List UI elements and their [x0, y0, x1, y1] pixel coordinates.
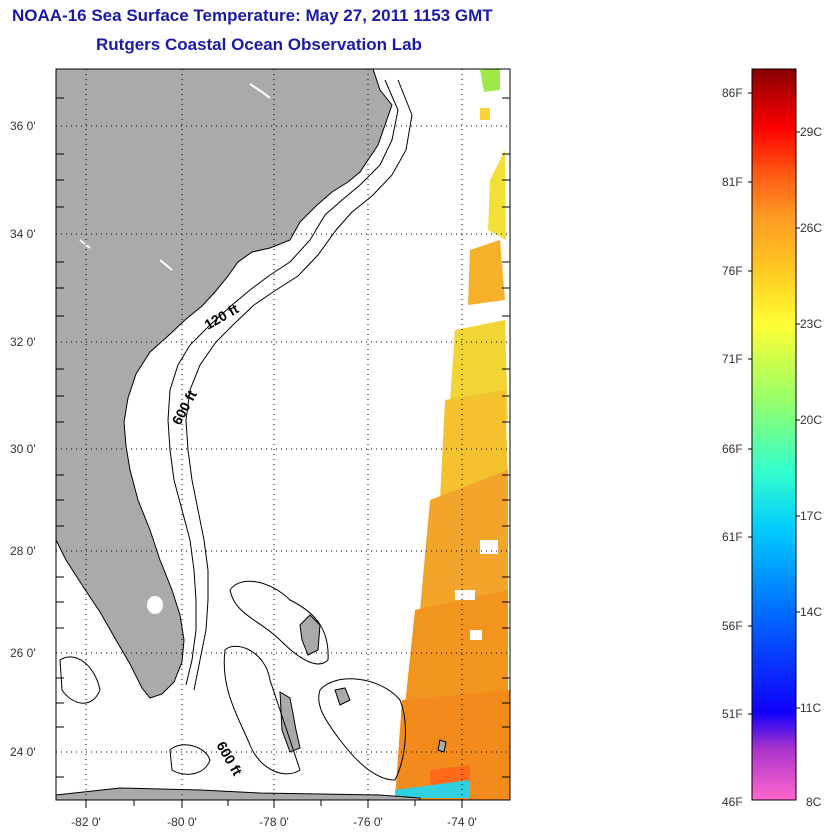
lat-label-24: 24 0' — [10, 745, 36, 759]
cb-f-61: 61F — [722, 530, 743, 544]
cb-c-26: 26C — [800, 221, 822, 235]
map-title: NOAA-16 Sea Surface Temperature: May 27,… — [12, 6, 493, 25]
map-subtitle: Rutgers Coastal Ocean Observation Lab — [96, 35, 422, 54]
map-frame — [55, 68, 511, 801]
cb-f-71: 71F — [722, 352, 743, 366]
land-cuba — [56, 787, 421, 800]
cb-f-56: 56F — [722, 619, 743, 633]
lon-label-74: -74 0' — [447, 815, 477, 829]
map-area — [56, 69, 510, 800]
lat-label-28: 28 0' — [10, 544, 36, 558]
lon-label-80: -80 0' — [167, 815, 197, 829]
cb-f-81: 81F — [722, 175, 743, 189]
cb-c-23: 23C — [800, 317, 822, 331]
lon-label-82: -82 0' — [71, 815, 101, 829]
cb-f-51: 51F — [722, 707, 743, 721]
axis-ticks — [56, 97, 510, 808]
cb-f-66: 66F — [722, 442, 743, 456]
cb-c-8: 8C — [806, 795, 822, 809]
lat-label-36: 36 0' — [10, 119, 36, 133]
cb-f-86: 86F — [722, 86, 743, 100]
cb-c-29: 29C — [800, 125, 822, 139]
lat-label-34: 34 0' — [10, 227, 36, 241]
cb-c-11: 11C — [800, 701, 821, 715]
sst-swath — [395, 69, 510, 800]
land-us-east-coast — [56, 69, 393, 699]
cb-c-14: 14C — [800, 605, 822, 619]
cb-c-20: 20C — [800, 413, 822, 427]
cb-f-76: 76F — [722, 264, 743, 278]
lon-label-78: -78 0' — [259, 815, 289, 829]
color-bar: 86F 81F 76F 71F 66F 61F 56F 51F 46F 29C … — [722, 68, 822, 809]
cb-c-17: 17C — [800, 509, 822, 523]
cb-f-46: 46F — [722, 795, 743, 809]
lat-label-26: 26 0' — [10, 646, 36, 660]
graticule — [56, 69, 510, 800]
lat-label-32: 32 0' — [10, 335, 36, 349]
lat-label-30: 30 0' — [10, 442, 36, 456]
land-bahamas — [279, 614, 447, 753]
lon-label-76: -76 0' — [353, 815, 383, 829]
